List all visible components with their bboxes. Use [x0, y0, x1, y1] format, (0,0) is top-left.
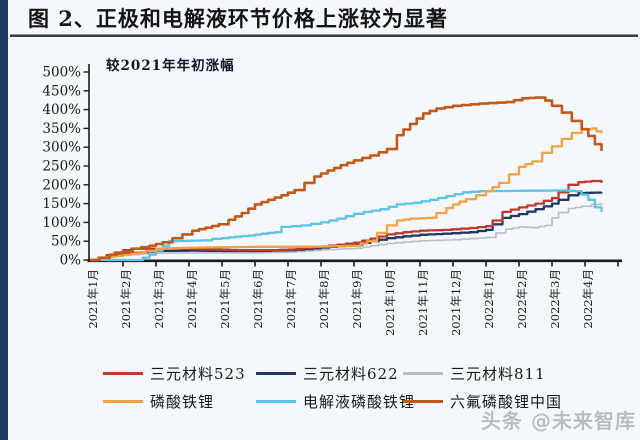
- series-line-4: [90, 189, 603, 262]
- y-tick-label: 50%: [51, 234, 81, 250]
- y-tick-label: 450%: [42, 83, 81, 99]
- y-tick-label: 100%: [42, 215, 81, 231]
- figure-title: 图 2、正极和电解液环节价格上涨较为显著: [28, 6, 448, 31]
- x-tick-label: 2021年8月: [317, 269, 331, 329]
- legend-item-4: 电解液磷酸铁锂: [256, 392, 416, 411]
- series-line-5: [90, 96, 603, 262]
- legend-marker-icon: [256, 399, 296, 403]
- x-tick-label: 2021年6月: [251, 269, 265, 329]
- series-line-2: [90, 202, 603, 261]
- legend-label: 三元材料622: [303, 364, 399, 383]
- x-tick-label: 2022年4月: [581, 269, 595, 329]
- y-tick-label: 150%: [42, 196, 81, 212]
- x-tick-label: 2021年4月: [185, 269, 199, 329]
- legend-item-1: 三元材料622: [256, 364, 399, 383]
- x-tick-label: 2022年2月: [515, 269, 529, 329]
- legend-marker-icon: [403, 399, 443, 403]
- x-tick-label: 2021年2月: [119, 269, 133, 329]
- legend-label: 电解液磷酸铁锂: [303, 392, 416, 411]
- x-tick-label: 2021年1月: [86, 269, 100, 329]
- x-tick-label: 2021年3月: [152, 269, 166, 329]
- title-divider: [10, 34, 638, 37]
- legend-item-0: 三元材料523: [103, 364, 246, 383]
- legend-item-3: 磷酸铁锂: [103, 392, 215, 411]
- legend-marker-icon: [103, 399, 143, 403]
- y-tick-label: 200%: [42, 177, 81, 193]
- y-tick-label: 500%: [42, 65, 81, 81]
- y-tick-label: 0%: [60, 253, 82, 269]
- legend-item-2: 三元材料811: [403, 364, 546, 383]
- chart-annotation: 较2021年年初涨幅: [106, 57, 235, 74]
- legend-label: 六氟磷酸锂中国: [450, 392, 563, 411]
- legend-label: 三元材料811: [450, 364, 546, 383]
- x-tick-label: 2021年11月: [416, 269, 430, 336]
- legend-label: 三元材料523: [150, 364, 246, 383]
- y-tick-label: 350%: [42, 121, 81, 137]
- x-tick-label: 2021年12月: [449, 269, 463, 336]
- y-tick-label: 300%: [42, 140, 81, 156]
- legend-marker-icon: [103, 371, 143, 375]
- legend-item-5: 六氟磷酸锂中国: [403, 392, 563, 411]
- watermark: 头条 @未来智库: [481, 409, 636, 433]
- legend-label: 磷酸铁锂: [150, 392, 215, 411]
- legend-marker-icon: [256, 371, 296, 375]
- x-tick-label: 2022年1月: [482, 269, 496, 329]
- x-tick-label: 2021年5月: [218, 269, 232, 329]
- x-tick-label: 2021年7月: [284, 269, 298, 329]
- y-tick-label: 250%: [42, 159, 81, 175]
- y-tick-label: 400%: [42, 102, 81, 118]
- legend-marker-icon: [403, 371, 443, 375]
- x-tick-label: 2021年10月: [383, 269, 397, 336]
- series-line-3: [90, 127, 603, 262]
- x-tick-label: 2021年9月: [350, 269, 364, 329]
- x-tick-label: 2022年3月: [548, 269, 562, 329]
- left-accent-strip: [0, 0, 8, 440]
